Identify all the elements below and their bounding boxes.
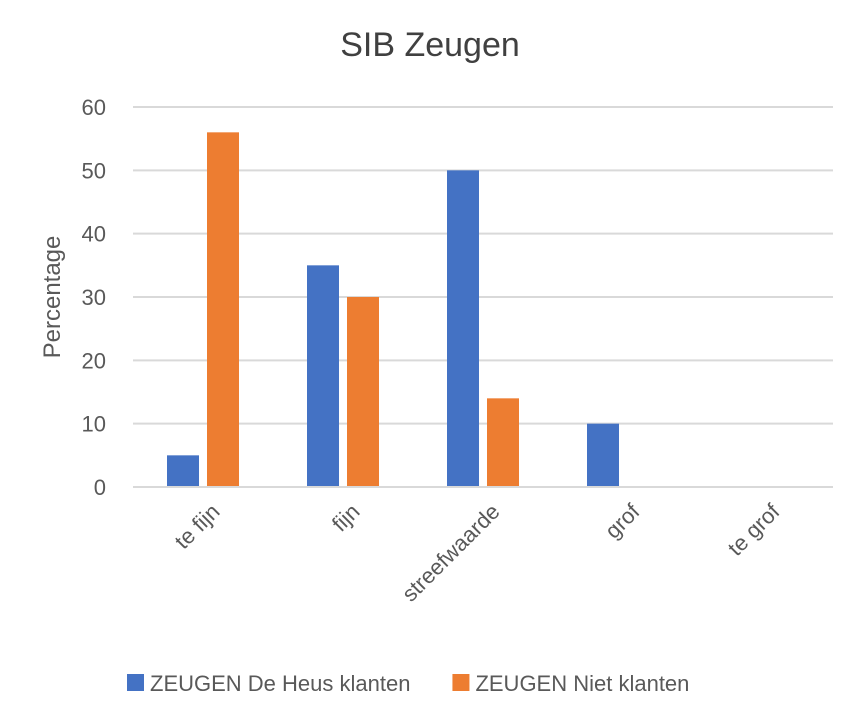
y-axis-ticks: 0 10 20 30 40 50 60 bbox=[82, 95, 106, 500]
y-tick-label: 10 bbox=[82, 412, 106, 437]
bar bbox=[587, 423, 619, 487]
legend-swatch bbox=[452, 674, 470, 691]
y-tick-label: 60 bbox=[82, 95, 106, 120]
y-tick-label: 50 bbox=[82, 158, 106, 183]
y-tick-label: 40 bbox=[82, 222, 106, 247]
legend-label: ZEUGEN De Heus klanten bbox=[150, 671, 410, 696]
bar bbox=[167, 455, 199, 487]
x-category-label: te grof bbox=[723, 498, 785, 560]
legend-swatch bbox=[127, 674, 144, 691]
chart-title: SIB Zeugen bbox=[340, 26, 520, 64]
y-axis-title: Percentage bbox=[39, 236, 66, 359]
bar bbox=[347, 297, 379, 487]
bars bbox=[167, 132, 619, 488]
bar bbox=[487, 398, 519, 487]
y-tick-label: 30 bbox=[82, 285, 106, 310]
bar bbox=[447, 170, 479, 488]
legend: ZEUGEN De Heus klanten ZEUGEN Niet klante… bbox=[127, 671, 689, 696]
y-tick-label: 0 bbox=[94, 475, 106, 500]
legend-item: ZEUGEN Niet klanten bbox=[452, 671, 689, 696]
x-category-label: fijn bbox=[327, 499, 365, 537]
bar bbox=[307, 265, 339, 487]
x-category-label: grof bbox=[600, 498, 645, 543]
gridlines bbox=[133, 106, 833, 425]
bar bbox=[207, 132, 239, 488]
y-tick-label: 20 bbox=[82, 348, 106, 373]
x-category-label: te fijn bbox=[170, 499, 225, 554]
x-category-label: streefwaarde bbox=[397, 499, 505, 607]
x-axis-categories: te fijn fijn streefwaarde grof te grof bbox=[170, 498, 785, 606]
legend-label: ZEUGEN Niet klanten bbox=[475, 671, 689, 696]
legend-item: ZEUGEN De Heus klanten bbox=[127, 671, 410, 696]
